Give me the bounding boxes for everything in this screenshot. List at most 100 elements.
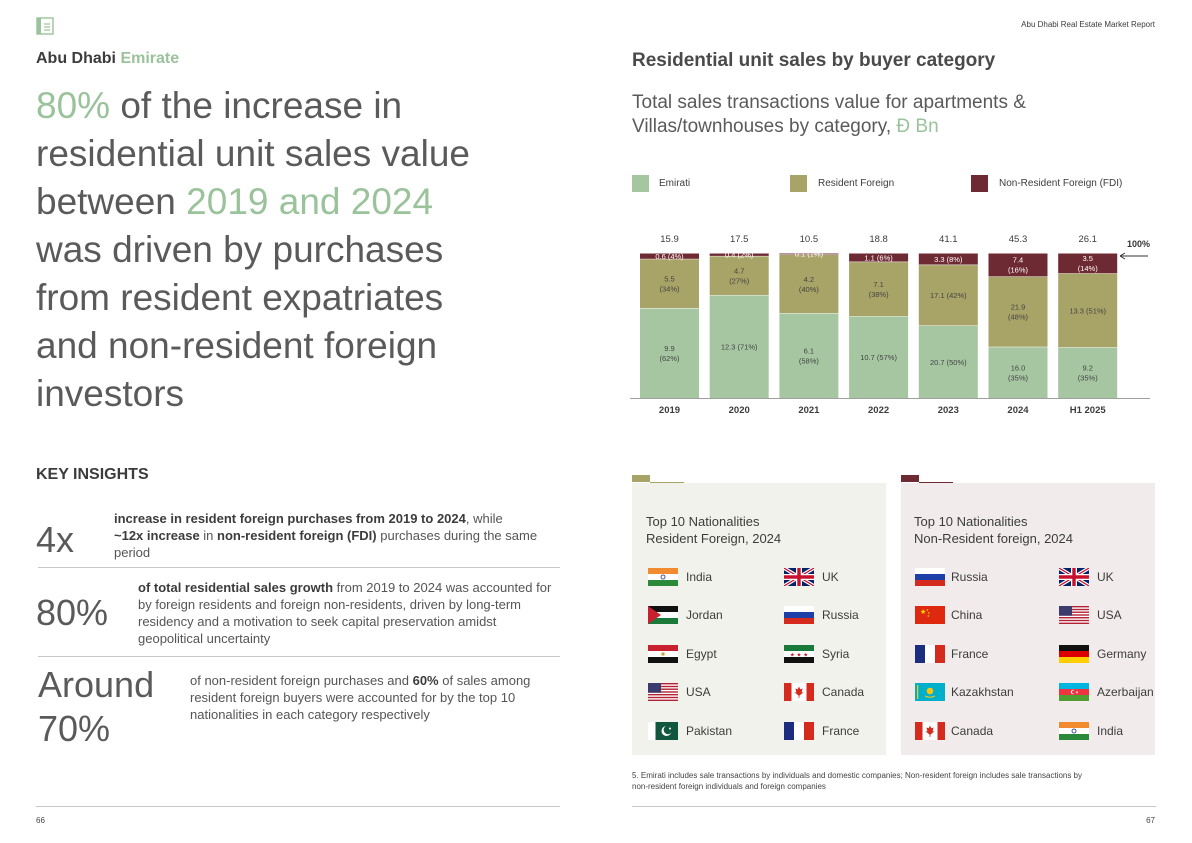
bar-segment-emirati-2023: [918, 325, 978, 398]
bar-data-label: 12.3 (71%): [721, 343, 758, 352]
bar-data-label: 3.3 (8%): [934, 255, 963, 264]
legend-swatch-emirati: [632, 175, 649, 192]
nationality-item: Russia: [951, 570, 988, 584]
nationality-item: Pakistan: [686, 724, 733, 738]
insight-1-mid: ~12x: [114, 528, 147, 543]
reference-label: 100%: [1127, 239, 1150, 249]
bar-data-label: 7.4: [1013, 256, 1023, 265]
usa-flag-icon: [1059, 606, 1089, 624]
bar-segment-resident-foreign-2024: [988, 276, 1048, 347]
bar-segment-non-resident-foreign-fdi--2022: [849, 253, 909, 262]
bar-data-label: 7.1: [873, 280, 883, 289]
insight-2-text: of total residential sales growth from 2…: [138, 579, 563, 647]
bar-data-label: 0.1 (1%): [795, 250, 824, 259]
nationality-item: India: [686, 570, 713, 584]
bar-data-label: 16.0: [1011, 363, 1026, 372]
china-flag-icon: [915, 606, 945, 624]
region-title: Abu Dhabi Emirate: [36, 50, 179, 68]
resident-panel-title-1: Top 10 Nationalities: [646, 514, 760, 529]
key-insights-title: KEY INSIGHTS: [36, 466, 149, 483]
nationality-item: Kazakhstan: [951, 685, 1014, 699]
france-flag-icon: [915, 645, 945, 663]
bar-segment-resident-foreign-H1-2025: [1058, 273, 1118, 348]
bar-data-label: 0.6 (4%): [655, 252, 684, 261]
nationality-item: USA: [1097, 608, 1122, 622]
bar-segment-resident-foreign-2019: [640, 258, 699, 309]
nationality-item: France: [951, 647, 989, 661]
bar-data-label: 17.1 (42%): [930, 291, 967, 300]
headline-part-2: was driven by purchases from resident ex…: [36, 229, 444, 414]
x-tick-label: 2019: [659, 405, 680, 416]
insight-3-text: of non-resident foreign purchases and 60…: [190, 672, 560, 723]
insight-2-value: 80%: [36, 592, 109, 633]
page-number-left: 66: [36, 816, 45, 825]
nationality-item: Russia: [822, 608, 859, 622]
bar-data-label: (14%): [1078, 264, 1099, 273]
azerbaijan-flag-icon: [1059, 683, 1089, 701]
headline-part-1: of the increase in residential unit sale…: [36, 85, 470, 222]
nationality-item: Jordan: [686, 608, 723, 622]
bar-total-label: 45.3: [1009, 234, 1028, 245]
bar-data-label: (48%): [1008, 313, 1029, 322]
insight-3-text-2: of sales among resident foreign buyers w…: [190, 673, 531, 722]
book-icon: [36, 17, 54, 35]
bar-total-label: 41.1: [939, 234, 958, 245]
chart-subtitle: Total sales transactions value for apart…: [632, 91, 1072, 139]
legend-label-non-resident: Non-Resident Foreign (FDI): [999, 178, 1123, 189]
footnote: 5. Emirati includes sale transactions by…: [632, 770, 1152, 792]
divider: [38, 567, 560, 568]
insight-3-value: Around 70%: [38, 664, 155, 749]
bar-data-label: (27%): [729, 276, 750, 285]
uk-flag-icon: [1059, 568, 1089, 586]
bar-segment-non-resident-foreign-fdi--2024: [988, 253, 1048, 277]
bar-data-label: 21.9: [1011, 303, 1026, 312]
bar-data-label: (35%): [1008, 373, 1029, 382]
bar-segment-non-resident-foreign-fdi--2020: [709, 253, 769, 256]
nonresident-panel-title: Top 10 Nationalities Non-Resident foreign…: [914, 513, 1073, 547]
bar-segment-non-resident-foreign-fdi--2021: [779, 253, 839, 255]
insight-3-bold-1: 60%: [412, 673, 439, 688]
bar-data-label: (40%): [799, 285, 820, 294]
canada-flag-icon: [784, 683, 814, 701]
russia-flag-icon: [784, 606, 814, 624]
pakistan-flag-icon: [648, 722, 678, 740]
canada-flag-icon: [915, 722, 945, 740]
bar-segment-emirati-2024: [988, 346, 1048, 398]
bar-segment-non-resident-foreign-fdi--2023: [918, 253, 978, 265]
insight-1-text: increase in resident foreign purchases f…: [114, 510, 544, 561]
usa-flag-icon: [648, 683, 678, 701]
bar-segment-resident-foreign-2021: [779, 254, 839, 314]
egypt-flag-icon: [648, 645, 678, 663]
insight-1-bold-1: increase in resident foreign purchases f…: [114, 511, 466, 526]
headline: 80% of the increase in residential unit …: [36, 82, 506, 418]
x-tick-label: H1 2025: [1070, 405, 1107, 416]
bar-data-label: 20.7 (50%): [930, 358, 967, 367]
headline-accent-1: 80%: [36, 85, 111, 126]
bar-data-label: (62%): [659, 354, 680, 363]
insight-1-text-1: , while: [465, 511, 503, 526]
bar-data-label: 10.7 (57%): [860, 353, 897, 362]
bar-segment-resident-foreign-2022: [849, 261, 909, 317]
insight-1-bold-2: increase: [146, 528, 200, 543]
bar-segment-emirati-2021: [779, 313, 839, 398]
india-flag-icon: [1059, 722, 1089, 740]
insight-1-text-3: purchases during the same period: [114, 528, 538, 560]
bar-data-label: 13.3 (51%): [1069, 306, 1106, 315]
insight-1-value: 4x: [36, 519, 75, 560]
kazakhstan-flag-icon: [915, 683, 945, 701]
india-flag-icon: [648, 568, 678, 586]
bar-data-label: 9.2: [1082, 364, 1092, 373]
syria-flag-icon: [784, 645, 814, 663]
nationality-item: Azerbaijan: [1097, 685, 1154, 699]
insight-1-bold-3: non-resident foreign (FDI): [217, 528, 377, 543]
bar-data-label: 4.7: [734, 266, 744, 275]
nationality-item: Germany: [1097, 647, 1147, 661]
nationality-item: China: [951, 608, 983, 622]
nationality-item: UK: [1097, 570, 1114, 584]
bar-segment-emirati-2020: [709, 295, 769, 398]
bar-data-label: (34%): [659, 284, 680, 293]
nationality-item: Egypt: [686, 647, 717, 661]
bar-segment-non-resident-foreign-fdi--H1-2025: [1058, 253, 1118, 274]
bar-data-label: 5.5: [664, 274, 674, 283]
nonresident-panel-title-2: Non-Resident foreign, 2024: [914, 531, 1073, 546]
